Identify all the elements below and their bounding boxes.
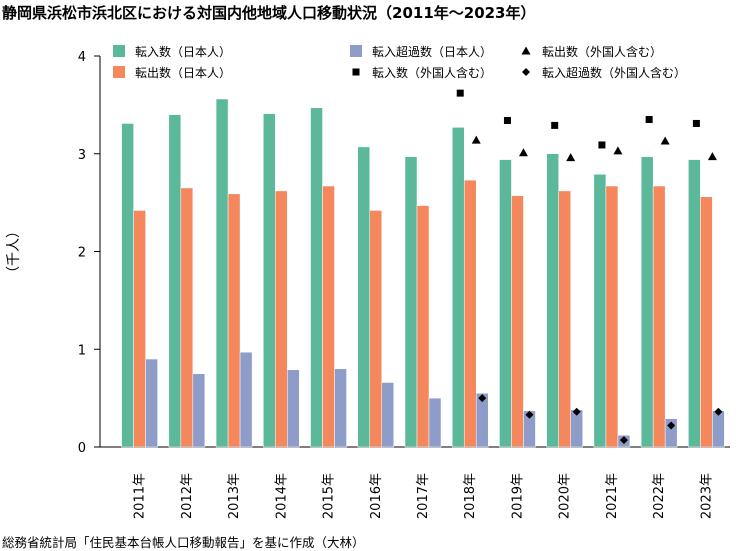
markers <box>456 89 723 445</box>
bar <box>215 98 229 448</box>
bar <box>310 107 323 448</box>
bar <box>322 185 335 448</box>
bar <box>511 195 524 448</box>
legend-marker-square <box>352 68 360 76</box>
legend-label: 転入超過数（外国人含む） <box>542 65 686 80</box>
bar <box>652 185 666 448</box>
legend-label: 転入数（外国人含む） <box>372 65 492 80</box>
marker-diamond <box>525 410 534 419</box>
chart-title: 静岡県浜松市浜北区における対国内他地域人口移動状況（2011年～2023年） <box>2 4 536 22</box>
x-tick-label: 2021年 <box>605 473 620 519</box>
bar <box>275 190 288 448</box>
y-tick-label: 2 <box>78 246 86 261</box>
bar <box>558 190 571 448</box>
bar <box>475 392 489 448</box>
bar <box>369 210 383 448</box>
x-tick-label: 2012年 <box>180 473 195 519</box>
x-tick-label: 2019年 <box>510 473 525 519</box>
bar <box>605 185 619 448</box>
y-tick-label: 3 <box>78 148 86 163</box>
legend: 転入数（日本人） 転入超過数（日本人） 転出数（外国人含む） 転出数（日本人） 転入数（… <box>113 44 686 80</box>
marker-triangle <box>613 146 623 155</box>
bar <box>227 193 241 448</box>
x-tick-label: 2015年 <box>322 473 337 519</box>
marker-diamond <box>478 394 487 403</box>
marker-triangle <box>518 148 528 157</box>
bar <box>416 205 430 448</box>
x-tick-label: 2023年 <box>699 473 714 519</box>
bar <box>145 358 158 448</box>
x-tick-label: 2020年 <box>558 473 573 519</box>
bar <box>263 113 276 448</box>
legend-marker-triangle <box>521 46 531 55</box>
bar <box>168 114 182 448</box>
bar <box>712 410 725 448</box>
marker-diamond <box>667 421 676 430</box>
bar <box>404 156 418 448</box>
x-tick-label: 2014年 <box>274 473 289 519</box>
marker-square <box>598 141 606 149</box>
bar <box>192 373 206 448</box>
bar <box>700 196 713 448</box>
bar <box>334 368 347 448</box>
y-tick-label: 0 <box>78 441 86 456</box>
x-tick-label: 2016年 <box>369 473 384 519</box>
bar <box>381 382 395 448</box>
x-tick-label: 2017年 <box>416 473 431 519</box>
bars <box>121 98 725 448</box>
legend-label: 転入数（日本人） <box>135 44 231 59</box>
x-tick-label: 2011年 <box>133 473 148 519</box>
y-axis-label: （千人） <box>6 224 22 280</box>
legend-label: 転出数（日本人） <box>135 65 231 80</box>
marker-triangle <box>471 135 481 144</box>
bar <box>357 146 371 448</box>
marker-triangle <box>566 153 576 162</box>
marker-diamond <box>714 407 723 416</box>
bar <box>688 159 701 448</box>
legend-swatch <box>113 66 125 78</box>
bar <box>428 397 442 448</box>
bar <box>499 159 512 448</box>
marker-triangle <box>660 136 670 145</box>
bar <box>239 351 253 448</box>
marker-square <box>503 117 511 125</box>
bar <box>463 179 477 448</box>
legend-label: 転出数（外国人含む） <box>542 44 662 59</box>
x-tick-label: 2018年 <box>463 473 478 519</box>
bar <box>180 187 194 448</box>
axes: 0 1 2 3 4 2011年 2012年 2013年 2014年 2015年 2016年 2017年… <box>78 50 730 519</box>
marker-square <box>551 121 559 129</box>
legend-swatch <box>350 45 362 57</box>
bar <box>546 153 559 448</box>
marker-triangle <box>707 152 717 161</box>
bar <box>593 174 607 448</box>
marker-diamond <box>619 436 628 445</box>
bar <box>133 210 146 448</box>
source-note: 総務省統計局「住民基本台帳人口移動報告」を基に作成（大林） <box>2 535 365 550</box>
x-tick-label: 2022年 <box>652 473 667 519</box>
legend-label: 転入超過数（日本人） <box>372 44 492 59</box>
x-tick-label: 2013年 <box>227 473 242 519</box>
bar <box>640 156 654 448</box>
bar <box>121 123 134 448</box>
y-tick-label: 4 <box>78 50 86 65</box>
marker-square <box>692 119 700 127</box>
bar <box>287 369 300 448</box>
y-tick-label: 1 <box>78 343 86 358</box>
marker-square <box>645 116 653 124</box>
legend-swatch <box>113 45 125 57</box>
legend-marker-diamond <box>522 68 530 76</box>
marker-square <box>456 89 464 97</box>
bar <box>451 127 465 448</box>
marker-diamond <box>572 407 581 416</box>
